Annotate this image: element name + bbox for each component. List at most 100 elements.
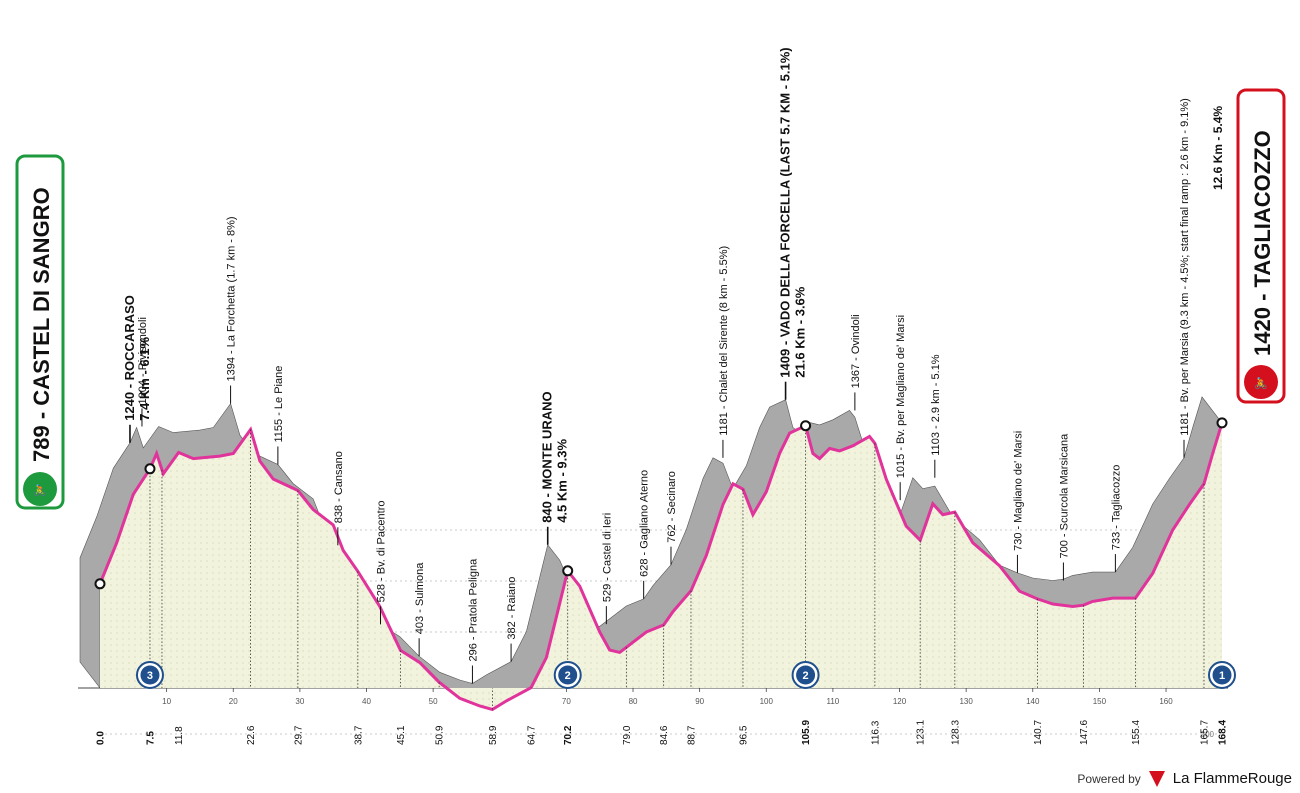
x-tick-label: 100 bbox=[760, 697, 774, 706]
climb-dot bbox=[562, 565, 574, 577]
finish-name: TAGLIACOZZO bbox=[1250, 130, 1275, 287]
finish-elevation: 1420 bbox=[1250, 307, 1275, 356]
waypoint-label: 403 - Sulmona bbox=[414, 562, 426, 634]
finish-cyclist-icon bbox=[1244, 365, 1278, 399]
start-banner-label: 789 - CASTEL DI SANGRO bbox=[29, 187, 54, 462]
profile-fill-texture bbox=[100, 422, 1222, 710]
x-tick-label: 20 bbox=[229, 697, 238, 706]
km-marker-label: 147.6 bbox=[1079, 720, 1090, 745]
km-marker-label: 88.7 bbox=[687, 725, 698, 745]
x-tick-label: 30 bbox=[295, 697, 304, 706]
start-name: CASTEL DI SANGRO bbox=[29, 187, 54, 405]
km-marker-label: 38.7 bbox=[353, 725, 364, 745]
waypoint-label: 1103 - 2.9 km - 5.1% bbox=[930, 354, 942, 456]
x-tick-label: 90 bbox=[695, 697, 704, 706]
powered-by-text: Powered by bbox=[1077, 771, 1141, 786]
kom-badge bbox=[140, 665, 160, 685]
km-marker-label: 50.9 bbox=[435, 725, 446, 745]
waypoint-label: 838 - Cansano bbox=[333, 451, 345, 523]
waypoint-label: 1394 - La Forchetta (1.7 km - 8%) bbox=[226, 216, 238, 381]
km-marker-label: 58.9 bbox=[488, 725, 499, 745]
climb-dots bbox=[94, 417, 1228, 590]
climb-dot bbox=[94, 578, 106, 590]
waypoint-climb-info: 4.5 Km - 9.3% bbox=[555, 439, 570, 523]
km-marker-label: 79.0 bbox=[622, 725, 633, 745]
km-marker-label: 7.5 bbox=[146, 731, 157, 745]
profile-line bbox=[98, 422, 1224, 712]
kom-badge bbox=[796, 665, 816, 685]
start-banner: 🚴 789 - CASTEL DI SANGRO bbox=[15, 154, 65, 510]
waypoint-label: 700 - Scurcola Marsicana bbox=[1058, 433, 1070, 559]
waypoint-climb-info: 7.4 Km - 6.1% bbox=[137, 337, 152, 421]
km-marker-label: 140.7 bbox=[1033, 720, 1044, 745]
x-axis: 102030405060708090100110120130140150160 bbox=[78, 687, 1228, 706]
km-marker-label: 84.6 bbox=[659, 725, 670, 745]
start-cyclist-icon bbox=[23, 472, 57, 506]
kom-badge bbox=[1212, 665, 1232, 685]
x-tick-label: 50 bbox=[429, 697, 438, 706]
svg-text:🚴: 🚴 bbox=[33, 484, 47, 497]
x-tick-label: 40 bbox=[362, 697, 371, 706]
km-marker-label: 64.7 bbox=[527, 725, 538, 745]
waypoint-label: 1240 - ROCCARASO bbox=[122, 295, 137, 421]
waypoint-lines bbox=[129, 381, 1205, 710]
waypoint-climb-info: 21.6 Km - 3.6% bbox=[793, 286, 808, 377]
waypoint-label: 1181 - Chalet del Sirente (8 km - 5.5%) bbox=[718, 246, 730, 436]
waypoint-label: 528 - Bv. di Pacentro bbox=[376, 500, 388, 602]
x-tick-label: 110 bbox=[827, 697, 840, 706]
waypoint-label: 529 - Castel di Ieri bbox=[601, 513, 613, 602]
km-marker-label: 155.4 bbox=[1131, 720, 1142, 745]
brand-name: La FlammeRouge bbox=[1172, 770, 1292, 787]
km-marker-label: 29.7 bbox=[293, 725, 304, 745]
climb-dot bbox=[800, 420, 812, 432]
waypoint-label: 1181 - Bv. per Marsia (9.3 km - 4.5%; st… bbox=[1179, 98, 1191, 436]
waypoint-label: 730 - Magliano de' Marsi bbox=[1012, 431, 1024, 551]
y-tick-label: 200 bbox=[1201, 730, 1215, 739]
waypoint-label: 628 - Gagliano Aterno bbox=[639, 470, 651, 577]
km-marker-label: 0.0 bbox=[96, 731, 107, 745]
km-marker-label: 128.3 bbox=[950, 720, 961, 745]
waypoint-label: 382 - Raiano bbox=[506, 577, 518, 640]
powered-by-footer: Powered by La FlammeRouge bbox=[1077, 770, 1292, 787]
svg-text:🚴: 🚴 bbox=[1254, 377, 1268, 390]
x-tick-label: 150 bbox=[1093, 697, 1107, 706]
kom-badges: 3 2 2 1 bbox=[135, 661, 1236, 689]
x-tick-label: 70 bbox=[562, 697, 571, 706]
x-tick-label: 140 bbox=[1026, 697, 1040, 706]
km-marker-label: 165.7 bbox=[1200, 720, 1211, 745]
km-marker-label: 45.1 bbox=[396, 725, 407, 745]
km-marker-label: 70.2 bbox=[563, 725, 574, 745]
kom-category: 3 bbox=[147, 670, 153, 682]
x-tick-label: 80 bbox=[629, 697, 638, 706]
waypoint-label: 1155 - Le Piane bbox=[273, 366, 285, 443]
waypoint-label: 762 - Secinaro bbox=[666, 471, 678, 543]
kom-category: 1 bbox=[1219, 670, 1225, 682]
waypoint-label: 1409 - VADO DELLA FORCELLA (LAST 5.7 KM … bbox=[778, 47, 793, 377]
flamme-rouge-logo-icon bbox=[1148, 770, 1165, 787]
waypoint-label: 733 - Tagliacozzo bbox=[1110, 465, 1122, 550]
waypoint-label: 1304 - Rivisondoli bbox=[137, 317, 149, 404]
km-marker-label: 116.3 bbox=[870, 720, 881, 745]
kom-category: 2 bbox=[803, 670, 809, 682]
km-marker-label: 11.8 bbox=[174, 726, 185, 745]
km-marker-labels: 0.0 7.5 11.8 22.6 29.7 38.7 45.1 50.9 58.9 64.7 70… bbox=[96, 720, 1229, 745]
kom-badge bbox=[558, 665, 578, 685]
climb-dot bbox=[144, 463, 156, 475]
waypoint-label: 1367 - Ovindoli bbox=[850, 314, 862, 388]
km-marker-label: 96.5 bbox=[739, 725, 750, 745]
finish-banner-label: 1420 - TAGLIACOZZO bbox=[1250, 130, 1275, 356]
x-tick-label: 160 bbox=[1159, 697, 1173, 706]
km-marker-label: 168.4 bbox=[1218, 720, 1229, 745]
waypoint-labels: 1240 - ROCCARASO 7.4 Km - 6.1%1304 - Rivi… bbox=[122, 47, 1191, 661]
finish-banner: 🚴 1420 - TAGLIACOZZO 12.6 Km - 5.4% bbox=[1211, 88, 1286, 404]
x-tick-label: 120 bbox=[893, 697, 907, 706]
kom-category: 2 bbox=[565, 670, 571, 682]
finish-climb-info: 12.6 Km - 5.4% bbox=[1211, 106, 1225, 190]
km-marker-label: 22.6 bbox=[246, 725, 257, 745]
waypoint-label: 840 - MONTE URANO bbox=[540, 391, 555, 522]
start-elevation: 789 bbox=[29, 425, 54, 462]
x-tick-label: 130 bbox=[959, 697, 973, 706]
climb-dot bbox=[1216, 417, 1228, 429]
km-marker-label: 105.9 bbox=[801, 720, 812, 745]
